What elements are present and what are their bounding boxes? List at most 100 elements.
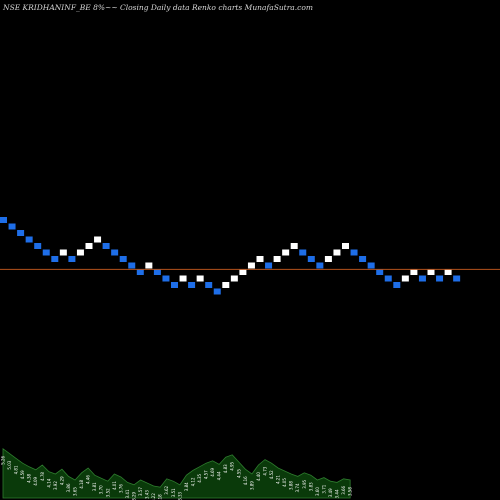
volume-label: 5.03 [7,460,12,469]
volume-label: 3.33 [177,491,182,500]
volume-label: 3.57 [138,487,143,496]
volume-label: 4.44 [217,471,222,480]
volume-label: 4.12 [190,477,195,486]
renko-brick-up [427,269,435,275]
volume-label: 3.84 [184,482,189,491]
volume-label: 4.69 [210,467,215,476]
renko-brick-down [299,249,307,256]
renko-brick-down [171,282,178,288]
volume-label: 3.22 [151,493,156,500]
renko-brick-down [128,262,136,269]
renko-brick-down [51,256,59,262]
renko-brick-up [256,256,264,262]
renko-brick-down [34,243,42,249]
volume-label: 3.74 [295,483,300,492]
renko-brick-up [290,243,298,249]
volume-label: 4.35 [197,473,202,482]
volume-label: 3.62 [164,485,169,494]
renko-brick-down [17,230,25,236]
renko-bricks-group [0,217,461,295]
renko-brick-down [367,262,375,269]
renko-brick-up [179,275,187,282]
volume-label: 3.71 [321,484,326,493]
volume-label: 3.52 [105,488,110,497]
volume-label: 3.49 [328,488,333,497]
renko-brick-down [42,249,50,256]
renko-brick-up [94,236,102,243]
volume-label: 3.41 [125,489,130,498]
volume-label: 4.46 [86,475,91,484]
volume-label: 3.70 [99,485,104,494]
chart-title: NSE KRIDHANINF_BE 8%~~ Closing Daily dat… [3,3,313,12]
renko-brick-down [119,256,127,262]
renko-brick-up [145,262,153,269]
volume-label: 3.65 [73,487,78,496]
volume-label: 4.83 [223,464,228,473]
volume-label: 4.01 [112,481,117,490]
volume-label: 4.52 [269,470,274,479]
volume-label: 4.14 [46,478,51,487]
volume-label: 4.18 [79,479,84,488]
volume-label: 3.88 [289,481,294,490]
volume-label: 4.09 [33,476,38,485]
volume-label: 4.21 [276,475,281,484]
volume-label: 4.38 [27,473,32,482]
volume-label: 4.05 [282,478,287,487]
renko-brick-up [333,249,341,256]
volume-label: 4.73 [263,466,268,475]
volume-label: 3.60 [315,487,320,496]
volume-label: 4.95 [230,461,235,470]
renko-brick-up [85,243,93,249]
volume-label: 3.43 [145,490,150,499]
volume-label: 3.92 [53,481,58,490]
volume-label: 4.81 [14,465,19,474]
renko-brick-down [136,269,144,275]
volume-label: 3.18 [158,494,163,500]
volume-label: 3.66 [341,485,346,494]
volume-label: 3.58 [348,487,353,496]
renko-brick-down [68,256,76,262]
volume-label: 4.55 [236,469,241,478]
volume-label: 4.29 [59,476,64,485]
renko-brick-up [410,269,418,275]
renko-brick-up [401,275,409,282]
renko-brick-down [384,275,392,282]
volume-label: 3.51 [171,488,176,497]
renko-brick-down [316,262,324,269]
renko-brick-up [273,256,281,262]
renko-brick-down [205,282,213,288]
renko-brick-down [213,288,221,295]
renko-brick-up [76,249,84,256]
renko-brick-down [8,223,16,230]
renko-brick-up [282,249,290,256]
volume-label: 3.76 [118,484,123,493]
renko-brick-up [324,256,332,262]
volume-label: 3.95 [302,479,307,488]
renko-brick-down [153,269,161,275]
renko-brick-down [111,249,119,256]
renko-brick-up [230,275,238,282]
volume-label: 3.86 [66,483,71,492]
renko-brick-down [350,249,358,256]
renko-brick-up [222,282,230,288]
renko-brick-down [265,262,273,269]
renko-brick-down [393,282,401,288]
renko-brick-down [453,275,461,282]
renko-brick-up [196,275,204,282]
renko-brick-up [239,269,247,275]
volume-label: 3.89 [249,481,254,490]
renko-brick-down [188,282,196,288]
volume-label: 4.57 [204,470,209,479]
renko-brick-down [418,275,426,282]
renko-brick-down [25,236,33,243]
renko-brick-down [102,243,110,249]
volume-label: 5.26 [1,455,6,464]
renko-brick-down [162,275,170,282]
volume-label: 4.78 [40,472,45,481]
renko-brick-up [59,249,67,256]
volume-label: 4.40 [256,472,261,481]
renko-brick-down [436,275,444,282]
volume-label: 4.16 [243,476,248,485]
volume-label: 3.44 [335,489,340,498]
